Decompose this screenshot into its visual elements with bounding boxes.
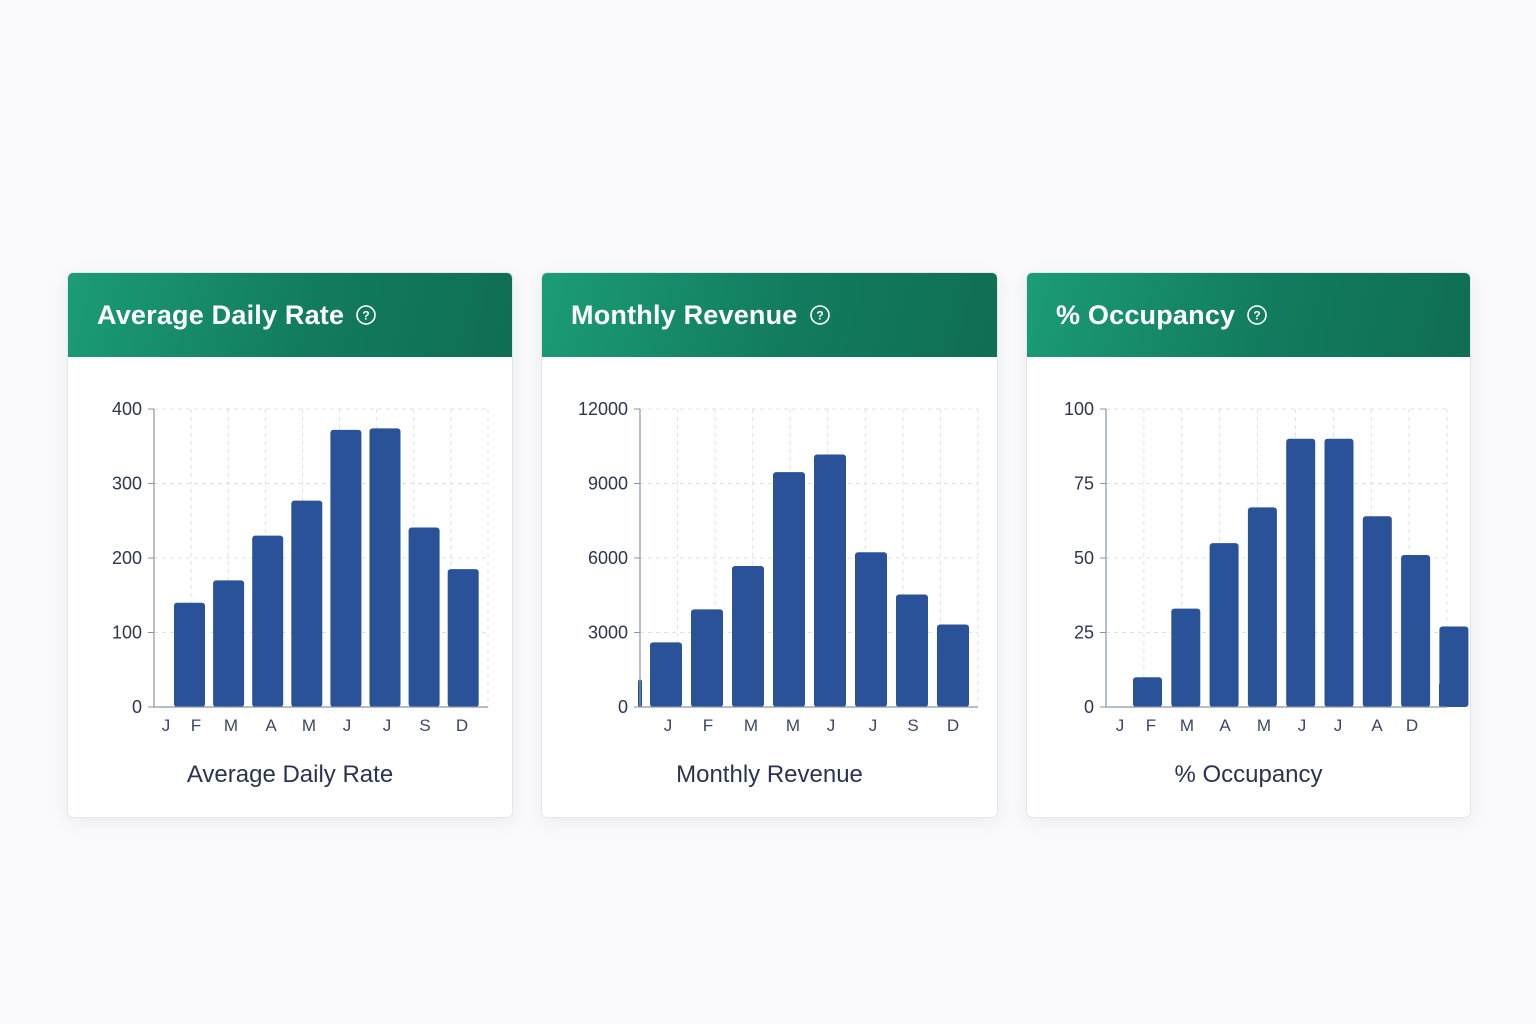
y-tick-label: 6000 bbox=[588, 548, 628, 568]
bar bbox=[369, 428, 401, 707]
bar-chart-average-daily-rate: 0 100 200 300 400 J F M A M J J S D bbox=[112, 399, 489, 735]
bar bbox=[447, 569, 479, 707]
x-tick-label: A bbox=[265, 716, 277, 735]
card-header: % Occupancy ? bbox=[1027, 273, 1470, 357]
x-tick-label: S bbox=[419, 716, 430, 735]
x-tick-label: F bbox=[703, 716, 713, 735]
help-circle-icon[interactable]: ? bbox=[355, 304, 377, 326]
bar bbox=[1362, 516, 1392, 707]
y-tick-label: 300 bbox=[112, 474, 142, 494]
chart-caption: Average Daily Rate bbox=[186, 761, 394, 788]
y-tick-label: 3000 bbox=[588, 623, 628, 643]
x-tick-label: A bbox=[1371, 716, 1383, 735]
x-tick-label: J bbox=[827, 716, 836, 735]
y-tick-label: 200 bbox=[112, 548, 142, 568]
card-title: Monthly Revenue bbox=[571, 299, 798, 330]
y-tick-label: 25 bbox=[1074, 623, 1094, 643]
bar bbox=[291, 500, 323, 707]
y-tick-label: 50 bbox=[1074, 548, 1094, 568]
chart-card-average-daily-rate: Average Daily Rate ? 0 100 200 300 400 J F M A M J… bbox=[67, 272, 513, 818]
help-circle-icon[interactable]: ? bbox=[1246, 304, 1268, 326]
bar bbox=[1324, 438, 1354, 707]
y-tick-label: 0 bbox=[132, 697, 142, 717]
bar bbox=[691, 609, 723, 707]
x-tick-label: J bbox=[664, 716, 673, 735]
help-circle-icon[interactable]: ? bbox=[809, 304, 831, 326]
chart-card-occupancy: % Occupancy ? 0 25 50 75 100 J F M A M J J A D % Occu… bbox=[1026, 272, 1471, 818]
card-header: Monthly Revenue ? bbox=[542, 273, 997, 357]
bar bbox=[1439, 683, 1448, 707]
x-tick-label: J bbox=[869, 716, 878, 735]
x-tick-label: M bbox=[786, 716, 800, 735]
bar bbox=[896, 594, 928, 707]
bar bbox=[814, 454, 846, 707]
x-tick-label: D bbox=[947, 716, 959, 735]
x-tick-label: J bbox=[1116, 716, 1125, 735]
x-tick-label: J bbox=[343, 716, 352, 735]
svg-text:?: ? bbox=[363, 309, 370, 323]
chart-caption: Monthly Revenue bbox=[676, 761, 863, 788]
bar-chart-occupancy: 0 25 50 75 100 J F M A M J J A D bbox=[1064, 399, 1469, 735]
bar bbox=[408, 527, 440, 707]
y-tick-label: 100 bbox=[1064, 399, 1094, 419]
bar bbox=[1401, 555, 1431, 707]
bar bbox=[213, 580, 245, 707]
bar bbox=[855, 552, 887, 707]
x-tick-label: A bbox=[1219, 716, 1231, 735]
x-tick-label: J bbox=[383, 716, 392, 735]
svg-text:?: ? bbox=[1254, 309, 1261, 323]
card-title: % Occupancy bbox=[1056, 299, 1236, 330]
x-tick-label: F bbox=[191, 716, 201, 735]
x-tick-label: F bbox=[1146, 716, 1156, 735]
bar bbox=[1133, 677, 1162, 707]
y-tick-label: 400 bbox=[112, 399, 142, 419]
x-tick-label: D bbox=[456, 716, 468, 735]
x-tick-label: S bbox=[907, 716, 918, 735]
x-tick-label: M bbox=[224, 716, 238, 735]
x-tick-label: M bbox=[1257, 716, 1271, 735]
bar bbox=[1286, 438, 1316, 707]
x-tick-label: M bbox=[744, 716, 758, 735]
y-tick-label: 12000 bbox=[578, 399, 628, 419]
bar bbox=[330, 429, 362, 707]
bar bbox=[252, 535, 284, 707]
y-tick-label: 75 bbox=[1074, 474, 1094, 494]
bar bbox=[1209, 543, 1239, 707]
chart-card-monthly-revenue: Monthly Revenue ? 0 3000 6000 9000 12000 J F M M… bbox=[541, 272, 998, 818]
bar bbox=[773, 472, 805, 707]
bar bbox=[174, 602, 205, 707]
x-tick-label: J bbox=[1334, 716, 1343, 735]
bar bbox=[937, 624, 969, 707]
x-tick-label: J bbox=[162, 716, 171, 735]
bar-chart-monthly-revenue: 0 3000 6000 9000 12000 J F M M J J S D bbox=[578, 399, 979, 735]
x-tick-label: M bbox=[1180, 716, 1194, 735]
y-tick-label: 9000 bbox=[588, 474, 628, 494]
svg-text:?: ? bbox=[816, 309, 823, 323]
bar bbox=[1171, 608, 1201, 707]
chart-caption: % Occupancy bbox=[1174, 761, 1323, 788]
y-tick-label: 0 bbox=[618, 697, 628, 717]
x-tick-label: M bbox=[302, 716, 316, 735]
bar bbox=[732, 565, 764, 707]
x-tick-label: D bbox=[1406, 716, 1418, 735]
bar bbox=[1247, 507, 1277, 707]
y-tick-label: 100 bbox=[112, 623, 142, 643]
x-tick-label: J bbox=[1298, 716, 1307, 735]
bar bbox=[650, 642, 682, 707]
y-tick-label: 0 bbox=[1084, 697, 1094, 717]
card-title: Average Daily Rate bbox=[97, 299, 345, 330]
card-header: Average Daily Rate ? bbox=[68, 273, 512, 357]
